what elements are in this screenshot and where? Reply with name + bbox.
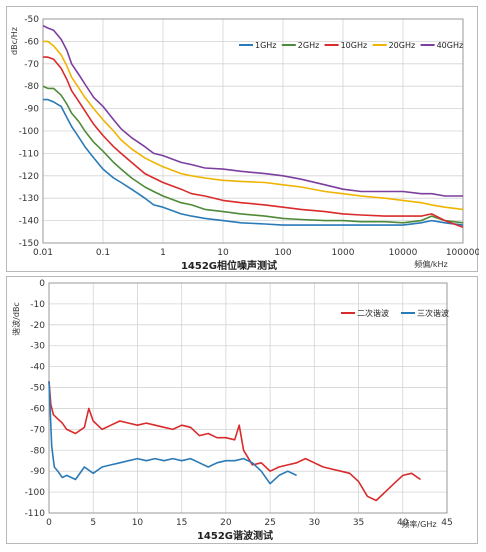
- y-tick-label: -60: [30, 404, 45, 414]
- x-tick-label: 0: [46, 518, 52, 528]
- legend-label: 40GHz: [437, 41, 464, 50]
- x-tick-label: 20: [220, 518, 232, 528]
- y-tick-label: -80: [30, 446, 45, 456]
- x-tick-label: 1: [160, 248, 166, 258]
- y-tick-label: -100: [19, 127, 40, 137]
- x-tick-label: 10: [132, 518, 144, 528]
- x-tick-label: 40: [397, 518, 409, 528]
- x-axis-title: 频率/GHz: [401, 519, 436, 529]
- y-tick-label: -50: [24, 15, 39, 25]
- x-tick-label: 35: [353, 518, 364, 528]
- y-tick-label: -70: [24, 60, 39, 70]
- y-tick-label: -40: [30, 363, 45, 373]
- y-tick-label: -110: [25, 509, 46, 519]
- legend-label: 三次谐波: [417, 308, 449, 318]
- phase-noise-chart: -50-60-70-80-90-100-110-120-130-140-1500…: [10, 15, 479, 272]
- x-tick-label: 10: [217, 248, 229, 258]
- y-axis-title: 谐波/dBc: [11, 302, 21, 336]
- x-tick-label: 25: [264, 518, 275, 528]
- y-tick-label: -90: [24, 105, 39, 115]
- y-tick-label: 0: [39, 279, 45, 289]
- x-tick-label: 1000: [332, 248, 355, 258]
- series-line-2GHz: [42, 85, 464, 224]
- series-line-40GHz: [42, 24, 463, 197]
- series-line-10GHz: [43, 56, 464, 229]
- y-tick-label: -130: [19, 194, 40, 204]
- x-tick-label: 0.1: [96, 248, 110, 258]
- y-tick-label: -110: [19, 149, 40, 159]
- legend-label: 2GHz: [298, 41, 320, 50]
- y-tick-label: -100: [25, 488, 46, 498]
- legend-label: 20GHz: [389, 41, 416, 50]
- legend-label: 二次谐波: [357, 308, 389, 318]
- plot-area-frame: [42, 18, 464, 244]
- harmonic-chart-panel: 0 -10 -20 -30 -40 -50 -60 -70 -80 -90 -100 -110 0 5 10…: [6, 276, 478, 544]
- legend-label: 1GHz: [255, 41, 277, 50]
- chart-title: 1452G谐波测试: [197, 529, 273, 542]
- y-tick-label: -140: [19, 217, 40, 227]
- y-tick-label: -10: [30, 300, 45, 310]
- y-axis-title: dBc/Hz: [10, 27, 19, 55]
- y-tick-label: -90: [30, 467, 45, 477]
- x-tick-label: 30: [309, 518, 321, 528]
- y-tick-label: -80: [24, 82, 39, 92]
- x-tick-label: 100000: [446, 248, 479, 258]
- y-tick-label: -120: [19, 172, 40, 182]
- x-axis-title: 频偏/kHz: [414, 259, 448, 269]
- series-line-二次谐波: [48, 381, 421, 502]
- y-tick-label: -70: [30, 425, 45, 435]
- series-line-三次谐波: [48, 381, 297, 485]
- x-tick-label: 15: [176, 518, 187, 528]
- series-line-1GHz: [43, 98, 464, 226]
- y-tick-label: -60: [24, 37, 39, 47]
- x-tick-label: 100: [274, 248, 291, 258]
- phase-noise-chart-panel: -50 -60 -70 -80 -90 -100 -110 -120 -130 -140 -150 0…: [6, 6, 479, 272]
- y-tick-label: -30: [30, 342, 45, 352]
- x-tick-label: 10000: [389, 248, 418, 258]
- x-tick-label: 0.01: [33, 248, 53, 258]
- x-tick-label: 5: [90, 518, 96, 528]
- legend-label: 10GHz: [341, 41, 368, 50]
- y-tick-label: -150: [19, 239, 40, 249]
- x-tick-label: 45: [441, 518, 452, 528]
- y-tick-label: -50: [30, 384, 45, 394]
- chart-title: 1452G相位噪声测试: [181, 259, 277, 272]
- y-tick-label: -20: [30, 321, 45, 331]
- series-line-20GHz: [43, 40, 464, 211]
